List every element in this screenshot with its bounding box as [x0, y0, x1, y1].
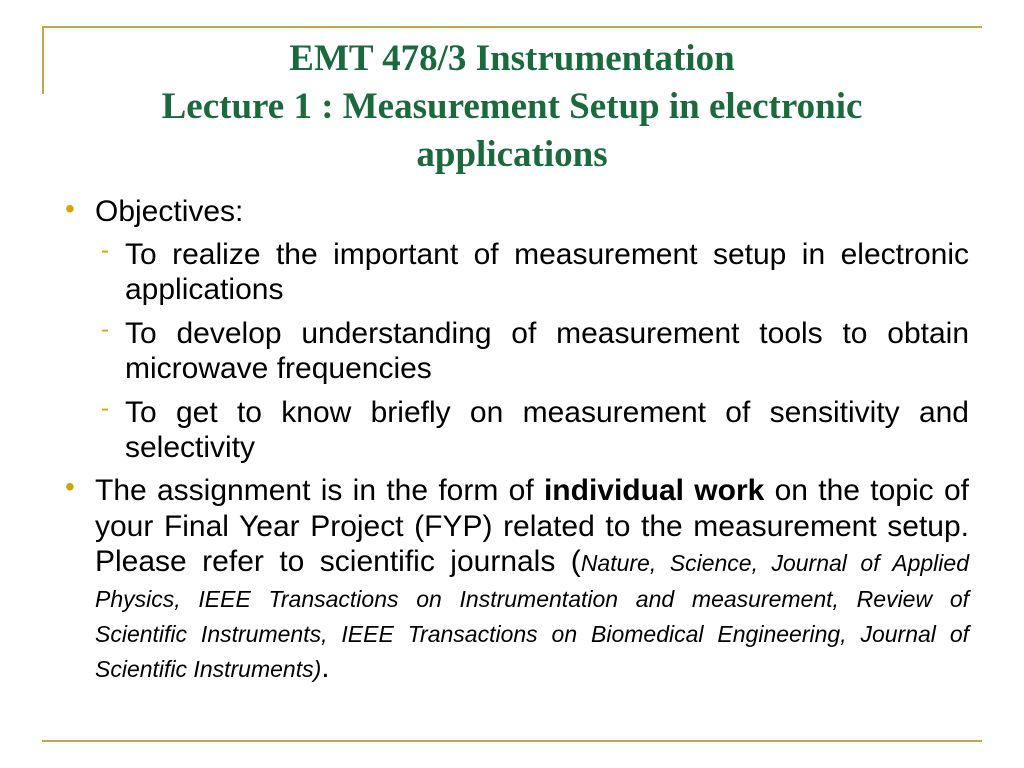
top-bullet-list: Objectives: To realize the important of … — [55, 195, 969, 686]
objective-1: To realize the important of measurement … — [95, 237, 969, 308]
frame-bottom-border — [42, 740, 982, 742]
assignment-suffix: . — [321, 651, 329, 684]
slide-title: EMT 478/3 Instrumentation Lecture 1 : Me… — [0, 35, 1024, 179]
frame-top-border — [42, 26, 982, 28]
assignment-text: The assignment is in the form of individ… — [95, 473, 969, 685]
objectives-item: Objectives: To realize the important of … — [55, 195, 969, 465]
objective-2: To develop understanding of measurement … — [95, 316, 969, 387]
objectives-sub-list: To realize the important of measurement … — [95, 237, 969, 465]
assignment-item: The assignment is in the form of individ… — [55, 473, 969, 685]
title-line-1: EMT 478/3 Instrumentation — [289, 38, 734, 79]
slide-content: Objectives: To realize the important of … — [55, 195, 969, 692]
assignment-prefix: The assignment is in the form of — [95, 474, 544, 507]
assignment-bold: individual work — [544, 474, 764, 507]
title-line-2: Lecture 1 : Measurement Setup in electro… — [162, 86, 863, 175]
objective-3: To get to know briefly on measurement of… — [95, 395, 969, 466]
objectives-label: Objectives: — [95, 195, 969, 229]
